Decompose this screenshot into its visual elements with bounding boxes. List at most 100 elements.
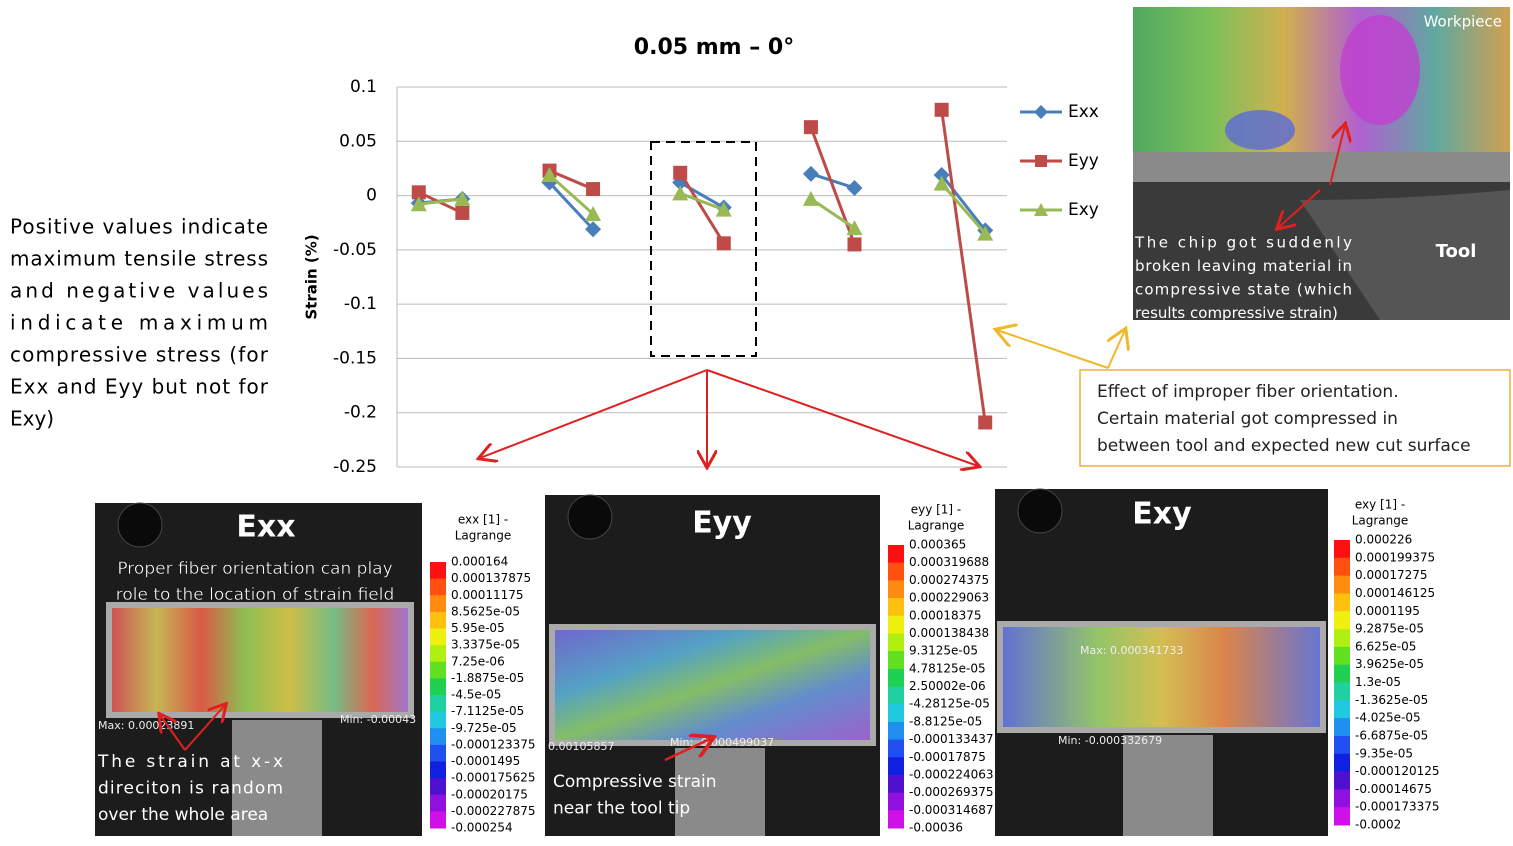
colorbar-label: -0.0002 xyxy=(1355,818,1401,832)
colorbar-label: 0.000365 xyxy=(909,538,966,552)
colorbar-label: -1.3625e-05 xyxy=(1355,693,1428,707)
colorbar-swatch xyxy=(1334,807,1350,826)
note-line: Exy) xyxy=(10,407,54,431)
colorbar-swatch xyxy=(888,704,904,723)
colorbar-label: -0.000224063 xyxy=(909,767,994,781)
colorbar-label: 0.000199375 xyxy=(1355,550,1435,564)
image-label: Tool xyxy=(1436,241,1477,262)
colorbar-label: 9.2875e-05 xyxy=(1355,622,1424,636)
colorbar-label: -8.8125e-05 xyxy=(909,714,982,728)
colorbar-label: 4.78125e-05 xyxy=(909,661,986,675)
colorbar-label: -0.000133437 xyxy=(909,732,994,746)
marker xyxy=(454,190,471,206)
colorbar-swatch xyxy=(430,595,446,613)
colorbar-swatch xyxy=(1334,646,1350,666)
colorbar-label: -0.000123375 xyxy=(451,737,536,751)
strain-field xyxy=(112,608,408,712)
colorbar-swatch xyxy=(1334,575,1350,594)
colorbar-swatch xyxy=(1334,557,1350,577)
note-line: and negative values xyxy=(10,279,268,303)
panels: Exx Max: 0.00023891 Min: -0.00043 Proper fi… xyxy=(95,488,1440,836)
colorbar-label: 0.00018375 xyxy=(909,608,982,622)
colorbar-label: -0.000269375 xyxy=(909,785,994,799)
marker xyxy=(977,225,994,241)
colorbar-label: 9.3125e-05 xyxy=(909,644,978,658)
colorbar-swatch xyxy=(888,686,904,705)
y-tick-label: 0.05 xyxy=(339,131,377,151)
marker xyxy=(933,166,950,183)
note: Positive values indicate maximum tensile … xyxy=(10,215,269,431)
colorbar-title: exy [1] - xyxy=(1355,498,1405,512)
marker xyxy=(585,221,602,238)
highlight-box xyxy=(650,141,757,357)
colorbar-swatch xyxy=(430,578,446,596)
colorbar-swatch xyxy=(430,761,446,779)
colorbar-swatch xyxy=(888,633,904,652)
legend-label: Exx xyxy=(1068,102,1099,122)
panel-annotation: direciton is random xyxy=(98,779,283,799)
marker xyxy=(802,165,819,182)
colorbar-swatch xyxy=(888,757,904,776)
strain-field xyxy=(1003,627,1320,727)
y-tick-label: 0.1 xyxy=(350,77,377,97)
colorbar-swatch xyxy=(888,615,904,634)
colorbar-label: 0.00017275 xyxy=(1355,568,1428,582)
y-axis-label: Strain (%) xyxy=(303,234,321,319)
photo-detail xyxy=(675,748,765,836)
colorbar-swatch xyxy=(430,711,446,729)
chart-title: 0.05 mm – 0° xyxy=(634,35,794,60)
min-label: Min: -0.00043 xyxy=(340,713,416,726)
panel-annotation: role to the location of strain field xyxy=(116,585,395,605)
colorbar-swatch xyxy=(430,695,446,713)
panel-title: Exx xyxy=(236,510,295,545)
colorbar-label: -0.000314687 xyxy=(909,803,994,817)
marker xyxy=(933,175,950,191)
colorbar-swatch xyxy=(888,580,904,599)
colorbar-label: -0.000173375 xyxy=(1355,800,1440,814)
colorbar-swatch xyxy=(888,739,904,758)
y-tick-label: -0.1 xyxy=(344,294,377,314)
note-line: Exx and Eyy but not for xyxy=(10,375,269,399)
colorbar-swatch xyxy=(430,611,446,629)
panel-title: Exy xyxy=(1132,497,1192,532)
colorbar-label: -0.000254 xyxy=(451,821,513,835)
colorbar-label: 6.625e-05 xyxy=(1355,639,1416,653)
colorbar-label: 3.3375e-05 xyxy=(451,638,520,652)
y-tick-label: 0 xyxy=(366,186,377,206)
colorbar-label: 0.00011175 xyxy=(451,588,524,602)
colorbar-title: eyy [1] - xyxy=(911,503,962,517)
colorbar-swatch xyxy=(1334,664,1350,683)
y-tick-label: -0.15 xyxy=(333,348,377,368)
marker xyxy=(541,166,558,182)
marker xyxy=(803,120,818,135)
marker xyxy=(411,185,426,200)
colorbar-label: -0.000227875 xyxy=(451,804,536,818)
panel-annotation: Compressive strain xyxy=(553,772,716,792)
colorbar-swatch xyxy=(888,668,904,687)
image-label: Workpiece xyxy=(1424,13,1502,31)
colorbar-swatch xyxy=(888,792,904,811)
colorbar-label: 0.000146125 xyxy=(1355,586,1435,600)
min-label: Min: -0.000499037 xyxy=(670,736,774,749)
colorbar-swatch xyxy=(888,562,904,581)
marker xyxy=(586,182,601,197)
legend-label: Exy xyxy=(1068,200,1099,220)
colorbar-label: 5.95e-05 xyxy=(451,621,505,635)
colorbar-label: 0.000137875 xyxy=(451,571,531,585)
colorbar-title: Lagrange xyxy=(908,519,965,533)
colorbar-swatch xyxy=(1334,540,1350,559)
colorbar-label: -0.000175625 xyxy=(451,771,536,785)
colorbar-label: -0.00020175 xyxy=(451,787,528,801)
max-label: 0.00105857 xyxy=(548,740,614,753)
colorbar-swatch xyxy=(1334,789,1350,808)
colorbar-label: 0.0001195 xyxy=(1355,604,1420,618)
colorbar-swatch xyxy=(1334,611,1350,630)
note-line: compressive stress (for xyxy=(10,343,269,367)
annotation-line: compressive state (which xyxy=(1135,281,1352,299)
photo-detail xyxy=(117,502,163,548)
marker xyxy=(934,102,949,117)
annotation-line: broken leaving material in xyxy=(1135,257,1352,275)
colorbar-label: -0.000120125 xyxy=(1355,764,1440,778)
